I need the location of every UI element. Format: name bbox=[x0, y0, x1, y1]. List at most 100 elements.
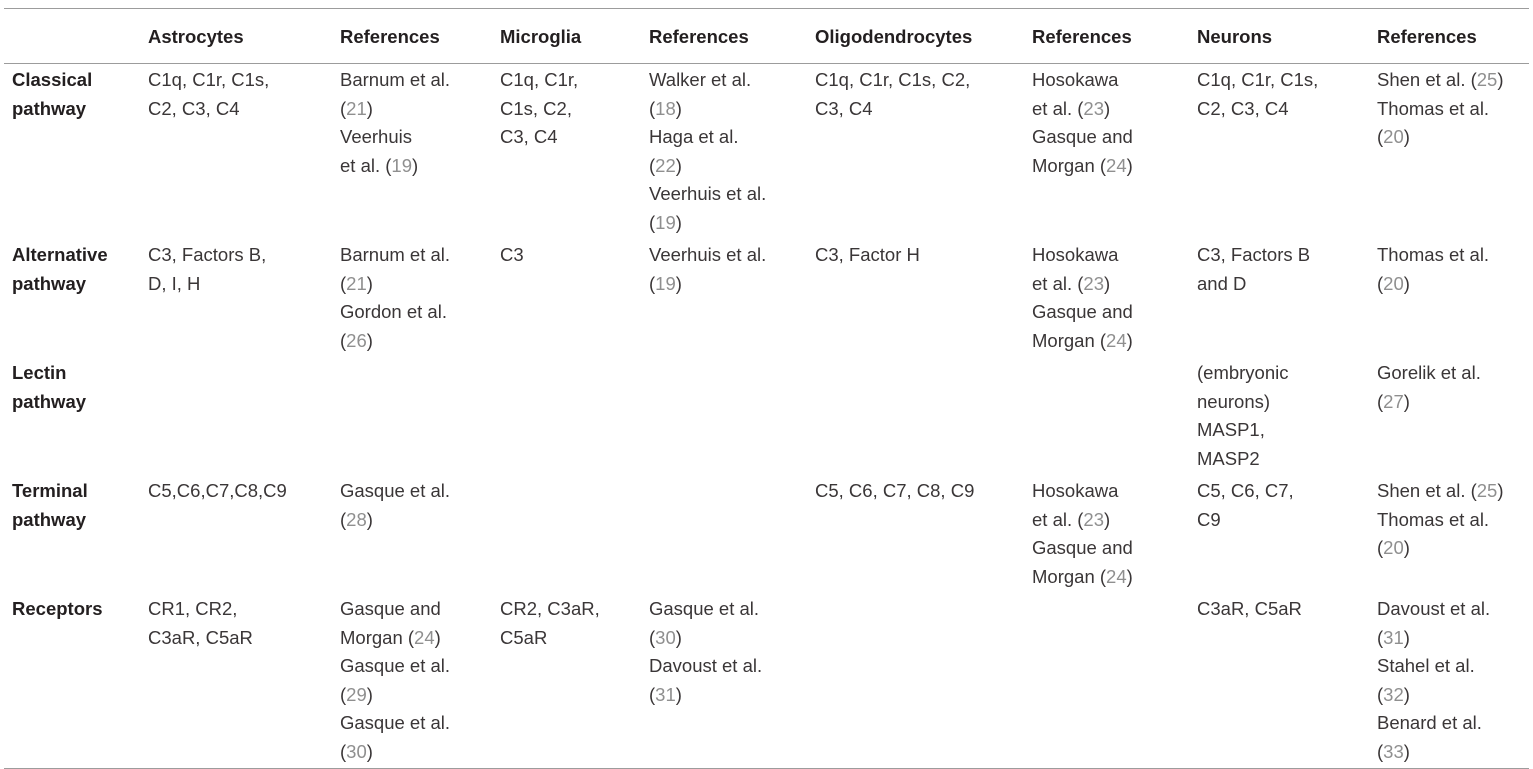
reference-line: Morgan (24) bbox=[1032, 563, 1197, 592]
reference-text: ) bbox=[675, 683, 682, 705]
reference-text: et al. ( bbox=[340, 154, 392, 176]
component-cell: C5, C6, C7, C8, C9 bbox=[815, 475, 1032, 593]
reference-number-link[interactable]: 21 bbox=[346, 97, 367, 119]
reference-number-link[interactable]: 27 bbox=[1383, 390, 1404, 412]
reference-number-link[interactable]: 19 bbox=[655, 211, 676, 233]
reference-number-link[interactable]: 29 bbox=[346, 683, 367, 705]
reference-number-link[interactable]: 18 bbox=[655, 97, 676, 119]
reference-text: ) bbox=[1403, 390, 1410, 412]
component-text: C3aR, C5aR bbox=[148, 626, 253, 648]
component-text: C9 bbox=[1197, 508, 1221, 530]
complement-table-container: Astrocytes References Microglia References O… bbox=[4, 8, 1529, 769]
reference-text: ) bbox=[1403, 126, 1410, 147]
component-cell: C1q, C1r, C1s, C2, C3, C4 bbox=[148, 64, 340, 240]
component-text: and D bbox=[1197, 272, 1247, 294]
component-text: C1q, C1r, C1s, bbox=[1197, 69, 1319, 90]
reference-line: (26) bbox=[340, 327, 500, 356]
reference-cell: Shen et al. (25) Thomas et al. (20) bbox=[1377, 64, 1529, 240]
row-label-line: Lectin bbox=[12, 362, 67, 383]
component-cell: C5, C6, C7, C9 bbox=[1197, 475, 1377, 593]
reference-text: ) bbox=[1403, 537, 1410, 558]
reference-number-link[interactable]: 31 bbox=[655, 683, 676, 705]
component-text: C5, C6, C7, C8, C9 bbox=[815, 480, 975, 501]
reference-line: Gordon et al. bbox=[340, 298, 500, 327]
table-body: Classical pathway C1q, C1r, C1s, C2, C3, C4… bbox=[4, 64, 1529, 769]
reference-text: Veerhuis et al. bbox=[649, 183, 767, 204]
reference-number-link[interactable]: 23 bbox=[1083, 272, 1104, 294]
component-cell: C5,C6,C7,C8,C9 bbox=[148, 475, 340, 593]
reference-number-link[interactable]: 30 bbox=[346, 740, 367, 762]
reference-line: Veerhuis bbox=[340, 123, 500, 152]
row-label: Alternative pathway bbox=[4, 239, 148, 357]
reference-text: ( bbox=[1377, 683, 1384, 705]
component-text: C3aR, C5aR bbox=[1197, 598, 1302, 619]
reference-number-link[interactable]: 21 bbox=[346, 272, 367, 294]
reference-number-link[interactable]: 24 bbox=[1106, 329, 1127, 351]
reference-number-link[interactable]: 28 bbox=[346, 508, 367, 530]
component-line: C3, C4 bbox=[815, 95, 1032, 124]
reference-cell: Veerhuis et al. (19) bbox=[649, 239, 815, 357]
reference-line: et al. (19) bbox=[340, 152, 500, 181]
component-text: D, I, H bbox=[148, 272, 201, 294]
reference-text: ( bbox=[1377, 126, 1384, 147]
reference-text: ( bbox=[649, 272, 656, 294]
component-line: MASP1, bbox=[1197, 416, 1377, 445]
component-line: C3, Factors B bbox=[1197, 241, 1377, 270]
reference-text: Gasque and bbox=[1032, 301, 1133, 322]
reference-text: ( bbox=[1377, 390, 1384, 412]
reference-number-link[interactable]: 26 bbox=[346, 329, 367, 351]
reference-number-link[interactable]: 24 bbox=[414, 626, 435, 648]
reference-line: Benard et al. bbox=[1377, 709, 1529, 738]
component-line: C3, Factors B, bbox=[148, 241, 340, 270]
reference-cell: Gasque et al. (28) bbox=[340, 475, 500, 593]
reference-number-link[interactable]: 19 bbox=[391, 154, 412, 176]
reference-number-link[interactable]: 33 bbox=[1383, 740, 1404, 762]
reference-number-link[interactable]: 25 bbox=[1476, 69, 1498, 90]
reference-text: ) bbox=[1403, 626, 1410, 648]
component-cell: C1q, C1r, C1s, C2, C3, C4 bbox=[815, 64, 1032, 240]
component-cell bbox=[815, 593, 1032, 769]
reference-text: ) bbox=[1104, 508, 1111, 530]
reference-text: Stahel et al. bbox=[1377, 655, 1475, 676]
reference-number-link[interactable]: 25 bbox=[1476, 480, 1498, 501]
header-neurons: Neurons bbox=[1197, 25, 1273, 47]
reference-line: Thomas et al. bbox=[1377, 95, 1529, 124]
reference-line: Veerhuis et al. bbox=[649, 180, 815, 209]
component-text: C3 bbox=[500, 244, 524, 265]
reference-number-link[interactable]: 19 bbox=[655, 272, 676, 294]
reference-number-link[interactable]: 20 bbox=[1383, 537, 1404, 558]
reference-text: ) bbox=[675, 626, 682, 648]
reference-number-link[interactable]: 31 bbox=[1383, 626, 1404, 648]
component-text: C1s, C2, bbox=[500, 97, 572, 119]
reference-line: (19) bbox=[649, 209, 815, 238]
reference-number-link[interactable]: 23 bbox=[1083, 97, 1104, 119]
reference-text: ( bbox=[649, 97, 656, 119]
reference-text: Morgan ( bbox=[340, 626, 415, 648]
reference-number-link[interactable]: 22 bbox=[655, 154, 676, 176]
reference-cell bbox=[1032, 357, 1197, 475]
reference-text: ) bbox=[366, 683, 373, 705]
component-text: C1q, C1r, C1s, bbox=[148, 69, 270, 90]
reference-line: (21) bbox=[340, 95, 500, 124]
reference-number-link[interactable]: 24 bbox=[1106, 565, 1127, 587]
component-line: C3 bbox=[500, 241, 649, 270]
component-line: C3aR, C5aR bbox=[148, 624, 340, 653]
reference-number-link[interactable]: 20 bbox=[1383, 126, 1404, 147]
reference-line: et al. (23) bbox=[1032, 270, 1197, 299]
reference-line: Hosokawa bbox=[1032, 477, 1197, 506]
reference-number-link[interactable]: 32 bbox=[1383, 683, 1404, 705]
reference-number-link[interactable]: 23 bbox=[1083, 508, 1104, 530]
reference-text: ( bbox=[649, 211, 656, 233]
reference-number-link[interactable]: 24 bbox=[1106, 154, 1127, 176]
component-line: CR2, C3aR, bbox=[500, 595, 649, 624]
reference-line: (31) bbox=[649, 681, 815, 710]
reference-text: ) bbox=[1497, 480, 1504, 501]
reference-text: Walker et al. bbox=[649, 69, 752, 90]
reference-cell: Walker et al. (18) Haga et al. (22) Veerhuis… bbox=[649, 64, 815, 240]
reference-line: (27) bbox=[1377, 388, 1529, 417]
reference-text: Veerhuis et al. bbox=[649, 244, 767, 265]
reference-text: ) bbox=[675, 211, 682, 233]
component-line: C1s, C2, bbox=[500, 95, 649, 124]
reference-number-link[interactable]: 30 bbox=[655, 626, 676, 648]
reference-number-link[interactable]: 20 bbox=[1383, 272, 1404, 294]
